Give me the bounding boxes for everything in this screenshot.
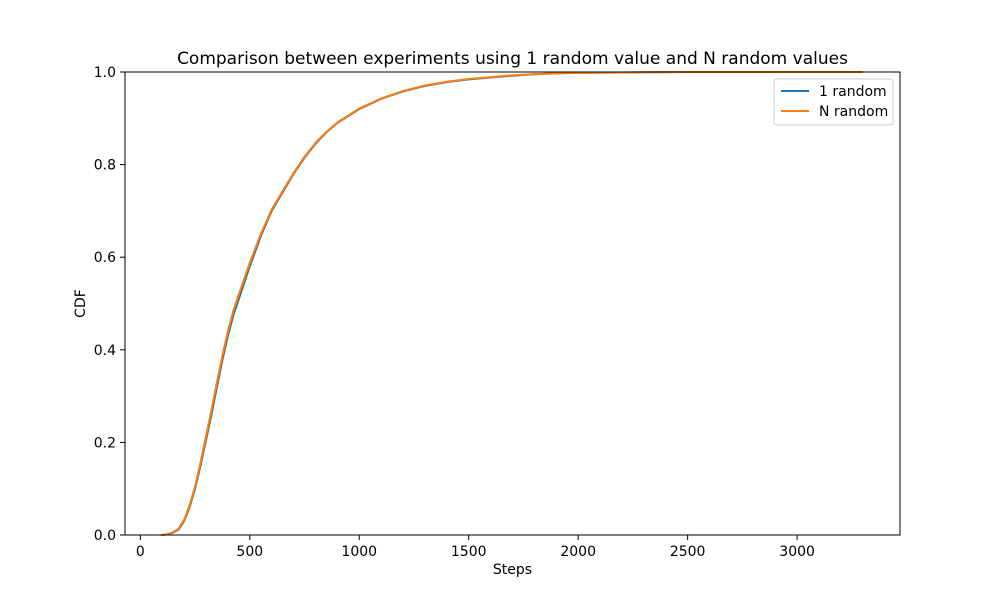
x-tick-label: 2000 <box>560 544 596 560</box>
y-axis: 0.0 0.2 0.4 0.6 0.8 1.0 <box>94 65 125 544</box>
series-lines <box>161 71 863 536</box>
legend-label-1-random: 1 random <box>819 84 887 100</box>
plot-area <box>124 71 901 536</box>
series-line-n-random <box>161 71 863 536</box>
x-axis: 0 500 1000 1500 2000 2500 3000 <box>136 535 815 560</box>
x-tick-label: 0 <box>136 544 145 560</box>
y-axis-label: CDF <box>73 289 89 318</box>
x-tick-label: 1000 <box>341 544 377 560</box>
y-tick-label: 0.6 <box>94 250 116 266</box>
y-tick-label: 1.0 <box>94 65 116 81</box>
x-axis-label: Steps <box>493 562 532 578</box>
x-tick-label: 2500 <box>670 544 706 560</box>
series-line-1-random <box>161 71 863 536</box>
x-tick-label: 3000 <box>779 544 815 560</box>
legend: 1 random N random <box>773 78 894 126</box>
y-tick-label: 0.8 <box>94 158 116 174</box>
x-tick-label: 1500 <box>451 544 487 560</box>
plot-frame <box>124 71 901 536</box>
y-tick-label: 0.4 <box>94 343 116 359</box>
y-tick-label: 0.0 <box>94 528 116 544</box>
y-tick-label: 0.2 <box>94 435 116 451</box>
chart-title: Comparison between experiments using 1 r… <box>177 49 848 69</box>
legend-label-n-random: N random <box>819 104 888 120</box>
x-tick-label: 500 <box>236 544 263 560</box>
